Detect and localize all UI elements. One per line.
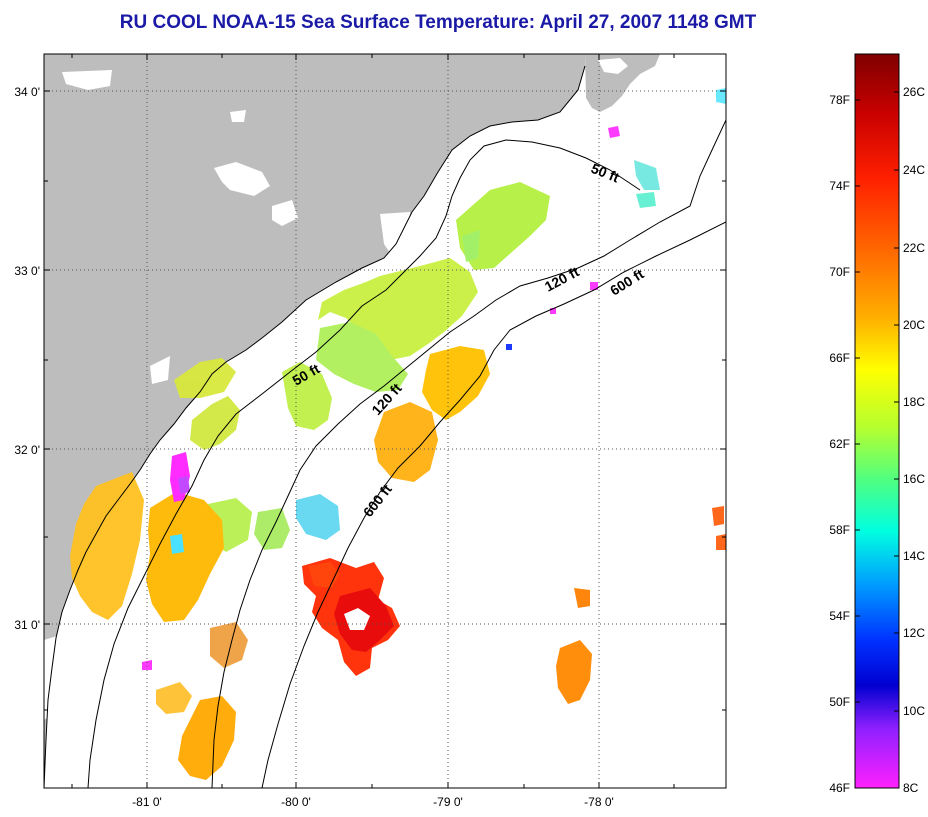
map-frame [43,53,727,789]
cb-c-label: 18C [903,395,925,409]
lon-label-79: -79 0' [433,795,463,809]
bay [598,58,628,74]
lon-label-81: -81 0' [132,795,162,809]
lon-label-80: -80 0' [281,795,311,809]
cb-c-label: 26C [903,85,925,99]
lat-label-31: 31 0' [14,618,40,632]
coastline [44,65,586,788]
lat-label-34: 34 0' [14,85,40,99]
cb-f-label: 46F [829,781,850,795]
contour-600ft [261,221,726,788]
cb-f-label: 58F [829,523,850,537]
lon-label-78: -78 0' [584,795,614,809]
map-title: RU COOL NOAA-15 Sea Surface Temperature:… [119,12,757,33]
cb-f-label: 50F [829,695,850,709]
cb-c-label: 8C [903,781,919,795]
cb-f-label: 66F [829,351,850,365]
tick-marks [44,54,726,788]
cb-f-label: 62F [829,437,850,451]
contour-120ft [211,119,726,788]
grid [44,54,726,788]
cb-f-label: 74F [829,179,850,193]
cb-f-label: 70F [829,265,850,279]
land [44,54,585,788]
cb-c-label: 20C [903,318,925,332]
no-data-patches [44,70,440,720]
lat-label-32: 32 0' [14,443,40,457]
cb-f-label: 54F [829,609,850,623]
cb-c-label: 16C [903,472,925,486]
contour-50ft [87,139,641,788]
cb-c-label: 10C [903,704,925,718]
cb-c-label: 22C [903,241,925,255]
cb-c-label: 14C [903,549,925,563]
cb-c-label: 12C [903,626,925,640]
colorbar-gradient [854,53,900,789]
sst-data [70,88,726,780]
colorbar: 78F 74F 70F 66F 62F 58F 54F 50F 46F 26C … [829,53,925,795]
lat-label-33: 33 0' [14,264,40,278]
cb-f-label: 78F [829,93,850,107]
cb-c-label: 24C [903,163,925,177]
